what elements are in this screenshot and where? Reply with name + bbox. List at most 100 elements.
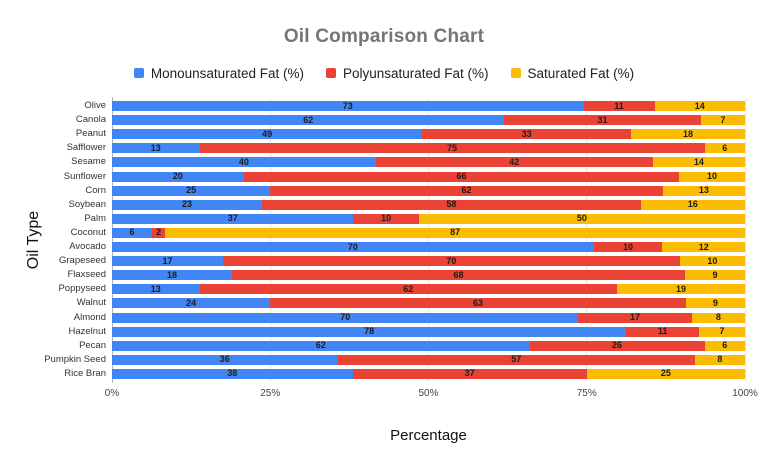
value-label: 70 [347, 241, 358, 252]
bar-row: Palm 37 10 50 [84, 212, 745, 226]
value-label: 62 [315, 340, 326, 351]
gridline [428, 99, 429, 381]
value-label: 40 [238, 156, 249, 167]
bar-segment: 40 [112, 156, 376, 168]
bar-segment: 6 [704, 142, 745, 154]
bar-row: Poppyseed 13 62 19 [58, 282, 745, 296]
value-label: 87 [450, 227, 461, 238]
category-label: Sesame [71, 156, 106, 168]
category-label: Pecan [79, 339, 106, 351]
stacked-bar: 24 63 9 [112, 297, 745, 309]
bar-segment: 10 [353, 213, 419, 224]
stacked-bar: 20 66 10 [112, 171, 745, 182]
stacked-bar: 62 26 6 [112, 340, 745, 351]
bar-row: Sunflower 20 66 10 [64, 170, 745, 184]
value-label: 12 [698, 241, 709, 252]
category-label: Safflower [66, 142, 106, 154]
value-label: 42 [509, 156, 520, 167]
bar-row: Pumpkin Seed 36 57 8 [44, 353, 745, 367]
stacked-bar: 36 57 8 [112, 354, 745, 365]
value-label: 17 [162, 255, 173, 266]
bar-segment: 42 [375, 156, 653, 168]
bar-segment: 14 [652, 157, 745, 168]
category-label: Poppyseed [58, 283, 106, 295]
stacked-bar: 6 2 87 [112, 227, 745, 238]
value-label: 62 [403, 283, 414, 294]
legend-item: Saturated Fat (%) [510, 65, 635, 81]
bar-row: Walnut 24 63 9 [77, 296, 745, 310]
value-label: 13 [698, 185, 709, 196]
value-label: 70 [446, 255, 457, 266]
value-label: 6 [722, 340, 728, 351]
bar-segment: 19 [617, 284, 745, 295]
value-label: 70 [340, 312, 351, 322]
bar-segment: 18 [112, 270, 232, 281]
bar-row: Safflower 13 75 6 [67, 141, 745, 155]
bar-segment: 62 [199, 283, 618, 295]
value-label: 6 [722, 142, 728, 153]
bar-row: Grapeseed 17 70 10 [59, 254, 745, 268]
value-label: 14 [694, 100, 705, 111]
bar-segment: 24 [112, 298, 271, 309]
value-label: 8 [715, 312, 721, 322]
bar-segment: 6 [112, 227, 152, 238]
bar-row: Coconut 6 2 87 [71, 226, 745, 240]
legend-label: Saturated Fat (%) [527, 65, 635, 81]
stacked-bar: 40 42 14 [112, 156, 745, 168]
value-label: 7 [719, 326, 725, 337]
value-label: 10 [707, 255, 718, 266]
bar-segment: 9 [685, 270, 745, 281]
stacked-bar: 70 10 12 [112, 242, 745, 252]
bar-segment: 20 [112, 171, 244, 182]
bar-segment: 37 [112, 213, 354, 224]
category-label: Sunflower [63, 170, 106, 182]
bar-segment: 17 [578, 312, 692, 323]
bar-segment: 13 [112, 284, 200, 295]
stacked-bar: 17 70 10 [112, 255, 745, 267]
value-label: 36 [219, 354, 230, 365]
value-label: 26 [612, 340, 623, 351]
stacked-bar: 38 37 25 [112, 368, 745, 379]
value-label: 63 [472, 297, 483, 308]
bar-segment: 57 [337, 354, 695, 365]
bar-segment: 49 [112, 128, 423, 140]
value-label: 10 [381, 213, 392, 224]
value-label: 13 [150, 142, 161, 153]
value-label: 17 [630, 312, 641, 322]
bar-row: Corn 25 62 13 [85, 184, 745, 198]
category-label: Palm [84, 212, 106, 224]
value-label: 2 [156, 227, 162, 238]
bar-segment: 33 [422, 129, 632, 140]
bar-segment: 14 [654, 100, 745, 111]
category-label: Avocado [69, 241, 106, 252]
bar-segment: 70 [112, 242, 594, 252]
x-axis-title: Percentage [390, 427, 467, 444]
value-label: 25 [186, 185, 197, 196]
bar-row: Peanut 49 33 18 [76, 127, 745, 141]
category-label: Walnut [76, 297, 106, 309]
bar-segment: 62 [112, 114, 505, 126]
bar-segment: 26 [529, 340, 705, 351]
category-label: Pumpkin Seed [44, 353, 106, 365]
bar-segment: 87 [165, 227, 745, 238]
bar-row: Rice Bran 38 37 25 [64, 367, 745, 381]
stacked-bar: 13 75 6 [112, 142, 745, 154]
category-label: Coconut [70, 226, 106, 238]
category-label: Soybean [68, 198, 106, 210]
value-label: 66 [456, 171, 467, 181]
bar-segment: 11 [583, 101, 655, 111]
bar-segment: 25 [586, 368, 745, 379]
value-label: 62 [303, 114, 314, 125]
bar-segment: 31 [504, 115, 701, 126]
value-label: 49 [262, 128, 273, 139]
bar-row: Hazelnut 78 11 7 [69, 325, 745, 339]
bar-row: Olive 73 11 14 [84, 99, 745, 113]
legend-label: Polyunsaturated Fat (%) [342, 65, 489, 81]
value-label: 68 [453, 269, 464, 280]
bar-row: Soybean 23 58 16 [68, 198, 745, 212]
bar-segment: 25 [112, 185, 271, 196]
bar-segment: 7 [698, 326, 745, 337]
value-label: 11 [657, 326, 668, 337]
value-label: 16 [687, 199, 698, 210]
